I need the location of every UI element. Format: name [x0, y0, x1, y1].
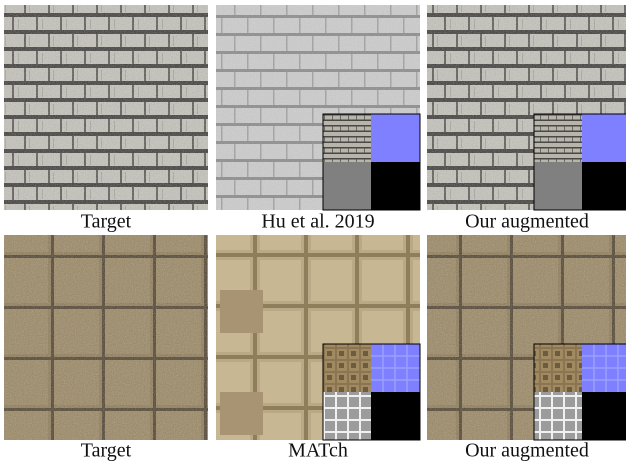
caption: Hu et al. 2019 [261, 211, 374, 233]
panel [4, 5, 208, 210]
panel [216, 235, 421, 441]
caption: Our augmented [465, 211, 589, 233]
caption: Our augmented [465, 440, 589, 462]
caption: MATch [288, 440, 348, 462]
panel [4, 235, 208, 440]
panel [216, 5, 421, 211]
caption: Target [81, 211, 132, 233]
panel [427, 5, 626, 211]
panel [427, 235, 626, 441]
caption: Target [81, 440, 132, 462]
